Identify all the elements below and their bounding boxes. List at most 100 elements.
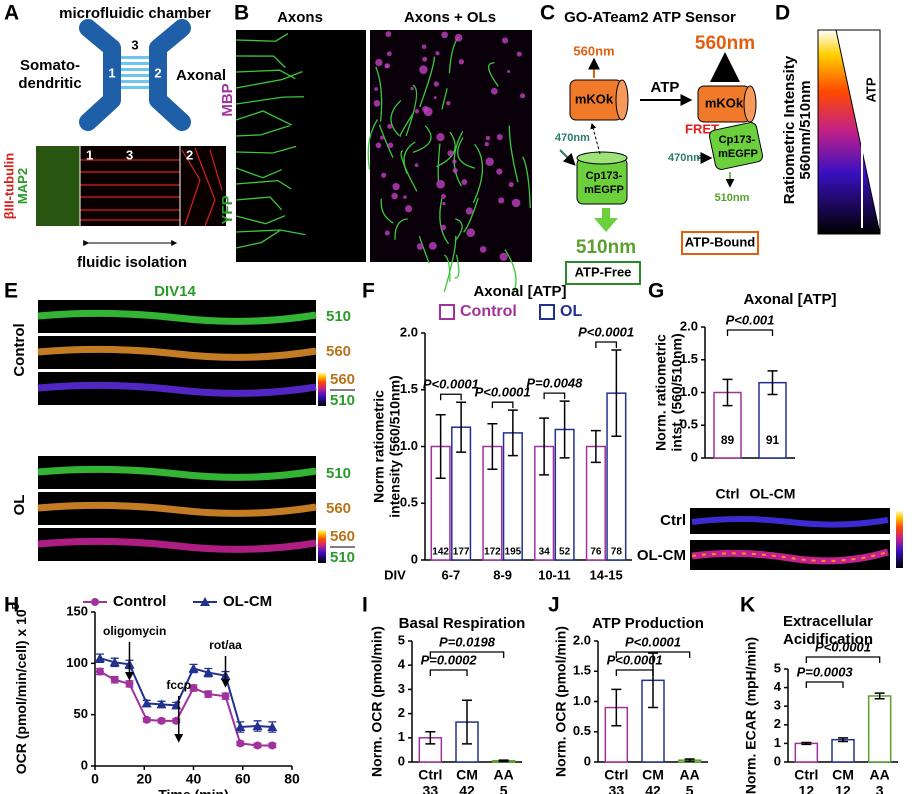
error-bar [611,349,622,438]
y-tick-label: 1.0 [400,438,418,453]
ol [436,179,445,189]
image-label: OL-CM [637,547,686,564]
marker [157,716,166,725]
y-tick-label: 150 [66,603,88,618]
ol [452,159,457,164]
donor [576,151,628,165]
panel-b: Axons Axons + OLs MBP YFP [219,9,532,296]
y-axis-label: Norm. OCR (pmol/min) [369,626,385,777]
y-tick-label: 1.5 [400,381,418,396]
ratio: 560 [330,528,355,545]
marker [235,721,246,731]
donor-label: mEGFP [584,184,624,196]
n-label: 52 [559,547,571,558]
legend-label: Control [460,303,517,320]
legend-swatch [539,304,555,320]
emission: 560nm [695,33,755,54]
error-bar [507,409,518,457]
chart-title: Basal Respiration [399,615,526,632]
marker [142,715,151,724]
axon [457,137,476,169]
ol [386,51,392,57]
panel-letter: H [4,594,19,617]
axon [399,112,415,137]
axon [463,197,479,233]
ratio: 560 [330,371,355,388]
marker [221,692,230,701]
n-label: 172 [484,547,501,558]
axon [235,124,291,137]
panel-letter: C [540,2,555,25]
ol [414,163,419,168]
wedge [835,29,881,235]
y-tick-label: 5 [398,632,405,647]
marker [125,679,134,688]
p-value: P<0.0001 [578,324,634,339]
axon [394,218,408,240]
axon [235,229,281,249]
label: 560nm/510nm [797,80,814,179]
error-bar [684,758,695,763]
axon [504,249,517,296]
state-box [681,231,759,255]
marker [252,720,263,730]
marker [156,699,167,709]
axon [419,56,436,108]
ol [384,230,390,236]
marker [189,683,198,692]
bar [831,738,855,763]
marker [188,663,199,673]
y-axis-label: OCR (pmol/min/cell) x 105 [11,603,29,774]
axon [454,218,463,242]
y-tick-label: 1 [398,729,405,744]
title: DIV14 [154,283,196,300]
x-tick-label: AA [870,767,890,783]
x-tick-label: Ctrl [604,767,628,783]
group: Control [11,323,28,376]
marker [91,598,99,606]
y-tick-label: 3 [774,698,781,713]
channel: 560 [326,343,351,360]
bracket [615,651,691,658]
bracket [805,681,844,688]
y-tick-label: 1.0 [680,384,698,399]
donor [708,122,764,170]
image-axon [37,309,317,325]
ol [516,51,522,57]
marker [109,657,120,667]
error-bar [611,688,622,727]
annotation: rot/aa [209,638,242,652]
chart-title: Axonal [ATP] [743,291,836,308]
y-axis-label: OCR (pmol/min/cell) x 10 [13,609,29,774]
bar [794,742,819,763]
n-label: 3 [876,783,884,794]
x-tick-label: CM [832,767,854,783]
y-tick-label: 0 [691,449,698,464]
p-value: P=0.0002 [421,652,478,667]
n-label: 12 [799,783,815,794]
error-bar [456,401,467,453]
ol [414,109,420,114]
ol [436,133,445,142]
ol [498,197,505,204]
axon [508,125,519,183]
ol [440,224,447,231]
stain: MBP [219,83,236,116]
x-tick-label: Ctrl [715,486,739,502]
y-tick-label: 0 [398,753,405,768]
ratio: 510 [330,392,355,409]
ol [387,123,393,129]
bracket [439,393,462,401]
ol [410,86,414,91]
emission-arrow [594,208,618,232]
acceptor [615,79,629,121]
panel-a: microfluidic chamber 1 2 3 Somato- dendr… [1,5,226,271]
y-tick-label: 0.5 [680,417,698,432]
axon [405,84,418,137]
ol [485,157,494,166]
caption: fluidic isolation [77,254,187,271]
error-bar [462,699,472,745]
image-axon [37,501,317,517]
ol [458,59,465,65]
image-axon [37,465,317,481]
